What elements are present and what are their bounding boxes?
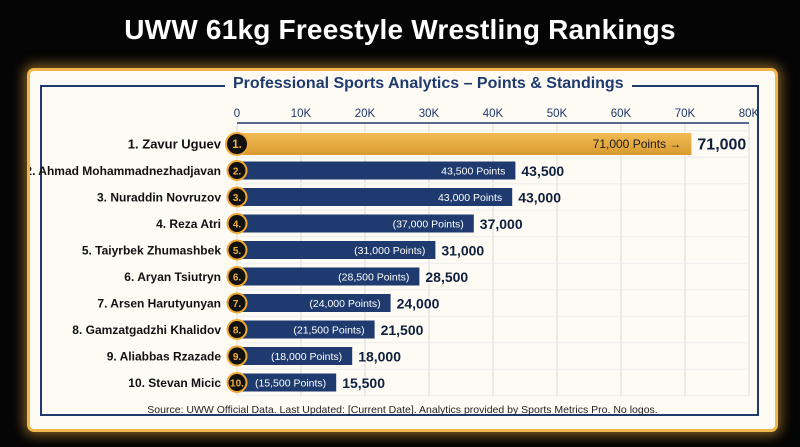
x-tick-label: 70K <box>675 108 696 120</box>
value-label: 43,000 <box>518 190 561 206</box>
rank-badge-label: 3. <box>233 193 242 204</box>
bar-inner-label: (21,500 Points) <box>293 325 364 337</box>
rank-badge <box>226 292 248 314</box>
value-label: 43,500 <box>521 163 564 179</box>
rank-badge-label: 9. <box>233 352 242 363</box>
rank-badge-label: 2. <box>233 167 242 178</box>
value-label: 28,500 <box>425 269 468 285</box>
value-label: 21,500 <box>381 322 424 338</box>
bar <box>237 161 516 180</box>
x-tick-label: 0 <box>234 108 240 120</box>
bar-inner-label: (31,000 Points) <box>354 245 425 257</box>
x-tick-label: 60K <box>611 108 632 120</box>
bar-inner-label: (37,000 Points) <box>393 219 464 231</box>
bar-chart: 0 10K 20K 30K 40K 50K 60K 70K 80K 1. Zavur Uguev 7… <box>30 108 760 397</box>
source-note: Source: UWW Official Data. Last Updated:… <box>147 404 658 416</box>
x-tick-label: 30K <box>419 108 440 120</box>
x-tick-label: 50K <box>547 108 568 120</box>
value-label: 37,000 <box>480 216 523 232</box>
bar-inner-label: (24,000 Points) <box>309 298 380 310</box>
rank-badge-label: 8. <box>233 326 242 337</box>
category-label: 9. Aliabbas Rzazade <box>107 350 222 364</box>
value-label: 24,000 <box>397 296 440 312</box>
bar <box>237 188 513 206</box>
bar-inner-label: 71,000 Points → <box>593 137 682 151</box>
rank-badge-label: 4. <box>233 220 242 231</box>
rank-badge-label: 5. <box>233 246 242 257</box>
category-label: 5. Taiyrbek Zhumashbek <box>82 244 221 258</box>
bar <box>237 320 375 339</box>
category-label: 2. Ahmad Mohammadnezhadjavan <box>30 164 221 178</box>
value-label: 15,500 <box>342 375 385 391</box>
rank-badge-label: 1. <box>232 139 242 151</box>
chart-title: UWW 61kg Freestyle Wrestling Rankings <box>124 14 676 45</box>
x-tick-label: 10K <box>291 108 312 120</box>
bar-inner-label: 43,500 Points <box>441 166 505 178</box>
category-label: 10. Stevan Micic <box>128 376 221 390</box>
rank-badge-label: 7. <box>233 299 242 310</box>
x-tick-label: 80K <box>739 108 760 120</box>
rank-badge <box>226 372 248 393</box>
rank-badge <box>226 213 248 234</box>
x-tick-label: 20K <box>355 108 376 120</box>
x-tick-label: 40K <box>483 108 504 120</box>
bar-inner-label: 43,000 Points <box>438 192 502 204</box>
rank-badge <box>225 132 249 156</box>
category-label: 1. Zavur Uguev <box>128 137 222 152</box>
chart-panel: Professional Sports Analytics – Points &… <box>27 68 778 432</box>
bar <box>237 267 420 286</box>
rank-badge-label: 10. <box>230 379 244 390</box>
category-label: 4. Reza Atri <box>156 217 221 231</box>
category-label: 3. Nuraddin Novruzov <box>97 191 221 205</box>
rank-badge <box>226 345 248 367</box>
bar <box>237 294 391 312</box>
value-label: 71,000 <box>697 137 746 154</box>
rank-badge <box>226 160 248 181</box>
bar-inner-label: (18,000 Points) <box>271 351 342 363</box>
rank-badge-label: 6. <box>233 273 242 284</box>
bar <box>237 214 474 233</box>
bar <box>237 133 692 155</box>
category-label: 8. Gamzatgadzhi Khalidov <box>72 323 221 337</box>
bar-inner-label: (28,500 Points) <box>338 272 409 284</box>
category-label: 6. Aryan Tsiutryn <box>124 270 221 284</box>
bar <box>237 373 337 392</box>
rank-badge <box>226 239 248 261</box>
rank-badge <box>226 266 248 287</box>
rank-badge <box>226 186 248 208</box>
bar <box>237 347 353 365</box>
category-label: 7. Arsen Harutyunyan <box>97 297 221 311</box>
rank-badge <box>226 319 248 340</box>
bar-inner-label: (15,500 Points) <box>255 378 326 390</box>
bar <box>237 241 436 259</box>
value-label: 31,000 <box>441 243 484 259</box>
chart-subtitle: Professional Sports Analytics – Points &… <box>225 75 632 93</box>
value-label: 18,000 <box>358 349 401 365</box>
